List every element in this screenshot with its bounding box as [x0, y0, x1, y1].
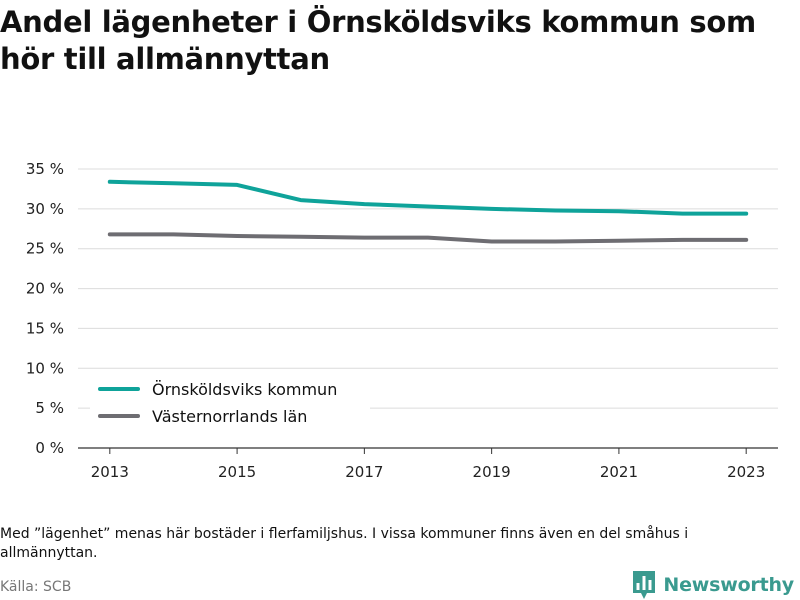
axes: 0 % 5 % 10 % 15 % 20 % 25 % 30 % 35 % 2013 2015 20…: [26, 160, 778, 481]
series-line: [107, 232, 749, 244]
series-lines: [107, 179, 749, 244]
legend-label: Örnsköldsviks kommun: [152, 380, 337, 399]
chart-title: Andel lägenheter i Örnsköldsviks kommun …: [0, 5, 756, 76]
y-tick-label: 5 %: [35, 399, 64, 417]
x-tick-label: 2019: [473, 463, 511, 481]
line-chart: 0 % 5 % 10 % 15 % 20 % 25 % 30 % 35 % 2013 2015 20…: [26, 160, 778, 481]
y-tick-label: 0 %: [35, 439, 64, 457]
x-tick-label: 2015: [218, 463, 256, 481]
legend-label: Västernorrlands län: [152, 407, 307, 426]
series-line: [107, 179, 749, 216]
y-tick-label: 35 %: [26, 160, 64, 178]
x-tick-label: 2023: [727, 463, 765, 481]
bar-chart-speech-bubble-icon: [633, 571, 656, 599]
brand-logo: Newsworthy: [632, 570, 794, 600]
y-tick-label: 20 %: [26, 280, 64, 298]
x-tick-label: 2017: [345, 463, 383, 481]
footnote: Med ”lägenhet” menas här bostäder i fler…: [0, 526, 689, 561]
legend: Örnsköldsviks kommun Västernorrlands län: [90, 376, 370, 432]
x-tick-label: 2021: [600, 463, 638, 481]
x-tick-label: 2013: [91, 463, 129, 481]
y-tick-label: 30 %: [26, 200, 64, 218]
y-tick-label: 15 %: [26, 319, 64, 337]
source-note: Källa: SCB: [0, 579, 72, 595]
y-tick-label: 10 %: [26, 359, 64, 377]
brand-name: Newsworthy: [663, 574, 794, 596]
y-tick-label: 25 %: [26, 240, 64, 258]
legend-background: [90, 376, 370, 432]
